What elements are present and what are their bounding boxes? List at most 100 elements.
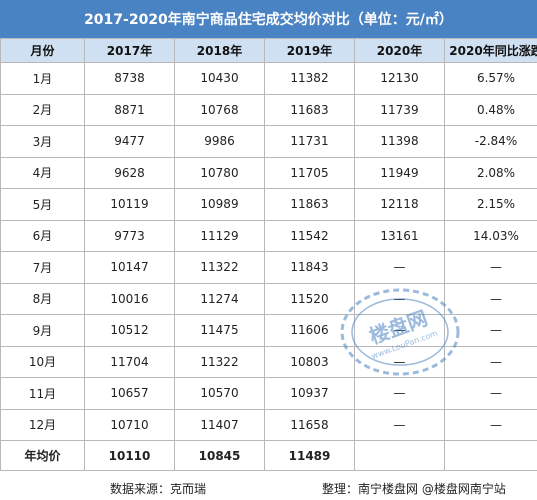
value-2017-cell: 10016 bbox=[84, 282, 175, 315]
value-2017-cell: 10147 bbox=[84, 251, 175, 284]
average-yoy-change-cell bbox=[444, 440, 537, 471]
value-2019-cell: 10937 bbox=[264, 377, 355, 410]
value-2019-cell: 11705 bbox=[264, 156, 355, 189]
value-2020-cell: 11949 bbox=[354, 156, 445, 189]
header-row: 月份 2017年 2018年 2019年 2020年 2020年同比涨跌 bbox=[0, 38, 537, 63]
value-2020-cell: 11398 bbox=[354, 125, 445, 158]
month-cell: 5月 bbox=[0, 188, 85, 221]
table-row: 4月 9628 10780 11705 11949 2.08% bbox=[0, 156, 537, 189]
value-2020-cell: — bbox=[354, 345, 445, 378]
table-row: 11月 10657 10570 10937— — bbox=[0, 377, 537, 410]
value-2019-cell: 10803 bbox=[264, 345, 355, 378]
value-2018-cell: 9986 bbox=[174, 125, 265, 158]
table-row: 5月 10119 10989 11863 12118 2.15% bbox=[0, 188, 537, 221]
average-value-2019-cell: 11489 bbox=[264, 440, 355, 471]
month-cell: 11月 bbox=[0, 377, 85, 410]
value-2018-cell: 10768 bbox=[174, 93, 265, 126]
header-2018: 2018年 bbox=[174, 38, 265, 63]
value-2018-cell: 10989 bbox=[174, 188, 265, 221]
value-2019-cell: 11843 bbox=[264, 251, 355, 284]
yoy-change-cell: — bbox=[444, 282, 537, 315]
value-2017-cell: 8871 bbox=[84, 93, 175, 126]
header-2017: 2017年 bbox=[84, 38, 175, 63]
month-cell: 3月 bbox=[0, 125, 85, 158]
value-2017-cell: 9773 bbox=[84, 219, 175, 252]
value-2020-cell: 11739 bbox=[354, 93, 445, 126]
value-2019-cell: 11382 bbox=[264, 62, 355, 95]
yoy-change-cell: 2.15% bbox=[444, 188, 537, 221]
yoy-change-cell: — bbox=[444, 377, 537, 410]
table-row: 6月 9773 11129 11542 13161 14.03% bbox=[0, 219, 537, 252]
table-row: 7月 10147 11322 11843— — bbox=[0, 251, 537, 284]
value-2019-cell: 11731 bbox=[264, 125, 355, 158]
value-2020-cell: — bbox=[354, 314, 445, 347]
value-2018-cell: 11322 bbox=[174, 251, 265, 284]
table-row: 12月 10710 11407 11658— — bbox=[0, 408, 537, 441]
month-cell: 8月 bbox=[0, 282, 85, 315]
average-value-2020-cell bbox=[354, 440, 445, 471]
table-row: 8月 10016 11274 11520— — bbox=[0, 282, 537, 315]
table-title: 2017-2020年南宁商品住宅成交均价对比（单位：元/㎡） bbox=[0, 0, 537, 38]
value-2020-cell: 13161 bbox=[354, 219, 445, 252]
value-2018-cell: 11274 bbox=[174, 282, 265, 315]
yoy-change-cell: — bbox=[444, 345, 537, 378]
month-cell: 12月 bbox=[0, 408, 85, 441]
yoy-change-cell: 14.03% bbox=[444, 219, 537, 252]
average-value-2017-cell: 10110 bbox=[84, 440, 175, 471]
month-cell: 4月 bbox=[0, 156, 85, 189]
yoy-change-cell: — bbox=[444, 408, 537, 441]
yoy-change-cell: 0.48% bbox=[444, 93, 537, 126]
yoy-change-cell: — bbox=[444, 314, 537, 347]
value-2020-cell: — bbox=[354, 282, 445, 315]
value-2018-cell: 10430 bbox=[174, 62, 265, 95]
value-2017-cell: 10119 bbox=[84, 188, 175, 221]
value-2017-cell: 9628 bbox=[84, 156, 175, 189]
source-footer: 数据来源：克而瑞 整理：南宁楼盘网 @楼盘网南宁站 bbox=[0, 476, 537, 500]
value-2019-cell: 11863 bbox=[264, 188, 355, 221]
header-2019: 2019年 bbox=[264, 38, 355, 63]
value-2017-cell: 10710 bbox=[84, 408, 175, 441]
table-row: 9月 10512 11475 11606— — bbox=[0, 314, 537, 347]
value-2017-cell: 10657 bbox=[84, 377, 175, 410]
value-2018-cell: 10780 bbox=[174, 156, 265, 189]
yoy-change-cell: — bbox=[444, 251, 537, 284]
month-cell: 1月 bbox=[0, 62, 85, 95]
header-month: 月份 bbox=[0, 38, 85, 63]
month-cell: 10月 bbox=[0, 345, 85, 378]
month-cell: 2月 bbox=[0, 93, 85, 126]
month-cell: 7月 bbox=[0, 251, 85, 284]
value-2018-cell: 11407 bbox=[174, 408, 265, 441]
table-row: 10月 11704 11322 10803— — bbox=[0, 345, 537, 378]
average-month-cell: 年均价 bbox=[0, 440, 85, 471]
value-2018-cell: 11322 bbox=[174, 345, 265, 378]
value-2019-cell: 11606 bbox=[264, 314, 355, 347]
value-2020-cell: 12118 bbox=[354, 188, 445, 221]
average-row: 年均价 10110 10845 11489 bbox=[0, 440, 537, 471]
table-body: 1月 8738 10430 11382 12130 6.57% 2月 8871 10768 116… bbox=[0, 62, 537, 471]
table-row: 2月 8871 10768 11683 11739 0.48% bbox=[0, 93, 537, 126]
value-2017-cell: 8738 bbox=[84, 62, 175, 95]
value-2019-cell: 11683 bbox=[264, 93, 355, 126]
value-2020-cell: — bbox=[354, 251, 445, 284]
value-2020-cell: — bbox=[354, 377, 445, 410]
value-2017-cell: 9477 bbox=[84, 125, 175, 158]
value-2019-cell: 11520 bbox=[264, 282, 355, 315]
value-2020-cell: — bbox=[354, 408, 445, 441]
table-row: 1月 8738 10430 11382 12130 6.57% bbox=[0, 62, 537, 95]
price-table: 月份 2017年 2018年 2019年 2020年 2020年同比涨跌 1月 8… bbox=[0, 38, 537, 471]
month-cell: 9月 bbox=[0, 314, 85, 347]
value-2018-cell: 11475 bbox=[174, 314, 265, 347]
value-2017-cell: 11704 bbox=[84, 345, 175, 378]
average-value-2018-cell: 10845 bbox=[174, 440, 265, 471]
yoy-change-cell: 6.57% bbox=[444, 62, 537, 95]
value-2020-cell: 12130 bbox=[354, 62, 445, 95]
value-2018-cell: 11129 bbox=[174, 219, 265, 252]
header-yoy: 2020年同比涨跌 bbox=[444, 38, 537, 63]
header-2020: 2020年 bbox=[354, 38, 445, 63]
yoy-change-cell: 2.08% bbox=[444, 156, 537, 189]
table-header: 月份 2017年 2018年 2019年 2020年 2020年同比涨跌 bbox=[0, 38, 537, 63]
value-2019-cell: 11658 bbox=[264, 408, 355, 441]
compiler-credit-text: 整理：南宁楼盘网 @楼盘网南宁站 bbox=[322, 482, 506, 496]
data-source-text: 数据来源：克而瑞 bbox=[110, 482, 207, 496]
